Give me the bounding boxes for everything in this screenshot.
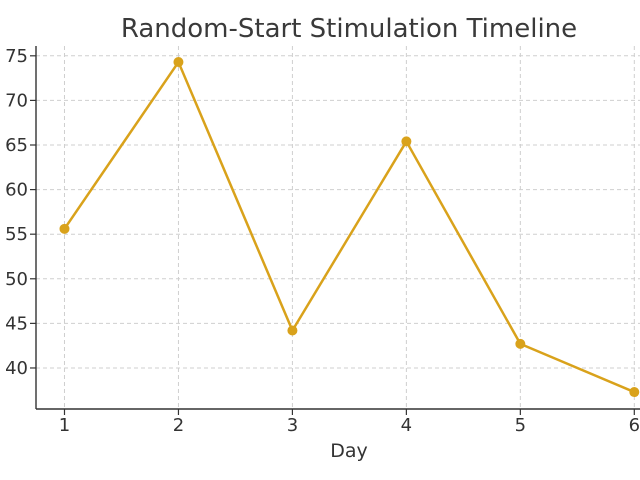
y-tick-label: 45 xyxy=(5,313,28,334)
data-point xyxy=(59,223,70,234)
grid-lines xyxy=(36,46,640,409)
series-line xyxy=(63,60,636,394)
x-tick-label: 6 xyxy=(629,415,640,436)
chart-title: Random-Start Stimulation Timeline xyxy=(121,14,577,44)
y-tick-label: 75 xyxy=(5,46,28,67)
y-tick-label: 40 xyxy=(5,358,28,379)
x-tick-label: 2 xyxy=(173,415,184,436)
x-tick-label: 4 xyxy=(401,415,412,436)
y-tick-label: 60 xyxy=(5,180,28,201)
x-tick-label: 1 xyxy=(59,415,70,436)
y-tick-label: 70 xyxy=(5,90,28,111)
series-group xyxy=(59,57,640,398)
x-tick-label: 5 xyxy=(515,415,526,436)
data-point xyxy=(401,136,412,147)
x-tick-label: 3 xyxy=(287,415,298,436)
x-axis-label: Day xyxy=(330,440,368,462)
data-point xyxy=(515,338,526,349)
data-point xyxy=(287,325,298,336)
y-tick-label: 55 xyxy=(5,224,28,245)
y-tick-label: 65 xyxy=(5,135,28,156)
data-point xyxy=(173,57,184,68)
y-tick-label: 50 xyxy=(5,269,28,290)
data-point xyxy=(629,387,640,398)
